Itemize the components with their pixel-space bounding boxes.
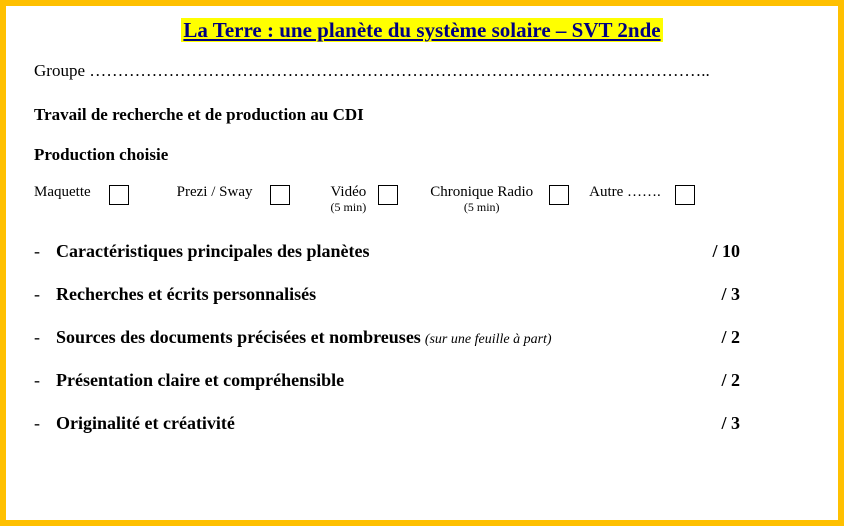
section-work-heading: Travail de recherche et de production au…: [34, 105, 810, 125]
production-label: Autre …….: [589, 185, 661, 200]
criteria-label: Caractéristiques principales des planète…: [56, 241, 369, 262]
checkbox-prezi-sway[interactable]: [270, 185, 290, 205]
production-options-row: Maquette Prezi / Sway Vidéo (5 min): [34, 185, 810, 213]
criteria-item: - Caractéristiques principales des planè…: [34, 241, 810, 262]
worksheet-frame: La Terre : une planète du système solair…: [0, 0, 844, 526]
production-option-chronique: Chronique Radio (5 min): [430, 185, 569, 213]
criteria-label: Sources des documents précisées et nombr…: [56, 327, 421, 348]
production-sublabel: (5 min): [464, 201, 500, 213]
checkbox-maquette[interactable]: [109, 185, 129, 205]
group-line: Groupe …………………………………………………………………………………………: [34, 61, 810, 81]
criteria-label: Recherches et écrits personnalisés: [56, 284, 316, 305]
criteria-label: Présentation claire et compréhensible: [56, 370, 344, 391]
criteria-note: (sur une feuille à part): [425, 332, 552, 348]
criteria-score: / 3: [721, 284, 810, 305]
bullet: -: [34, 327, 56, 348]
worksheet-title: La Terre : une planète du système solair…: [181, 18, 662, 42]
production-sublabel: (5 min): [331, 201, 367, 213]
production-label: Chronique Radio: [430, 185, 533, 200]
bullet: -: [34, 284, 56, 305]
criteria-item: - Recherches et écrits personnalisés / 3: [34, 284, 810, 305]
criteria-score: / 2: [721, 370, 810, 391]
production-option-video: Vidéo (5 min): [330, 185, 398, 213]
group-dots: ………………………………………………………………………………………………..: [85, 61, 710, 80]
production-label: Maquette: [34, 185, 91, 200]
bullet: -: [34, 241, 56, 262]
production-label: Vidéo: [330, 185, 366, 200]
production-option-maquette: Maquette: [34, 185, 129, 205]
criteria-label: Originalité et créativité: [56, 413, 235, 434]
title-container: La Terre : une planète du système solair…: [34, 18, 810, 43]
production-option-autre: Autre …….: [589, 185, 695, 205]
criteria-score: / 10: [712, 241, 810, 262]
checkbox-chronique-radio[interactable]: [549, 185, 569, 205]
section-production-heading: Production choisie: [34, 145, 810, 165]
production-option-prezi: Prezi / Sway: [177, 185, 291, 205]
criteria-score: / 2: [721, 327, 810, 348]
bullet: -: [34, 370, 56, 391]
criteria-list: - Caractéristiques principales des planè…: [34, 241, 810, 434]
production-label: Prezi / Sway: [177, 185, 253, 200]
criteria-score: / 3: [721, 413, 810, 434]
criteria-item: - Présentation claire et compréhensible …: [34, 370, 810, 391]
group-label: Groupe: [34, 61, 85, 80]
criteria-item: - Originalité et créativité / 3: [34, 413, 810, 434]
checkbox-autre[interactable]: [675, 185, 695, 205]
criteria-item: - Sources des documents précisées et nom…: [34, 327, 810, 348]
bullet: -: [34, 413, 56, 434]
checkbox-video[interactable]: [378, 185, 398, 205]
